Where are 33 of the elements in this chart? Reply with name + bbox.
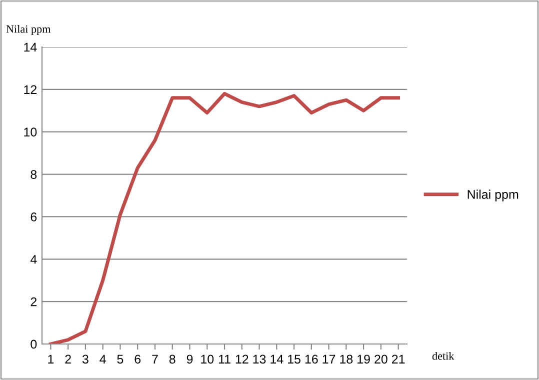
y-tick-label: 12 [24,85,37,94]
y-tick-label: 0 [30,340,37,349]
x-tick-label: 7 [152,354,158,364]
x-tick-label: 1 [48,354,54,364]
y-tick-label: 10 [24,128,37,137]
y-tick-label: 6 [30,212,37,222]
x-tick-label: 14 [270,354,284,364]
y-tick-label: 14 [24,42,37,52]
x-tick-label: 4 [100,354,106,364]
x-tick-label: 11 [218,354,230,364]
x-tick-label: 2 [65,354,71,364]
x-tick-label: 8 [169,354,176,364]
y-tick-label: 4 [30,255,37,264]
y-axis-title: Nilai ppm [6,24,51,36]
x-tick-label: 16 [305,354,318,364]
y-tick-label: 2 [30,297,37,306]
x-tick-label: 19 [358,354,370,364]
x-tick-label: 20 [374,354,388,364]
x-tick-label: 5 [117,354,124,364]
x-tick-label: 12 [236,354,248,364]
x-tick-label: 10 [201,354,214,364]
legend-label: Nilai ppm [468,190,518,202]
y-tick-label: 8 [30,170,37,179]
x-axis-title: detik [432,352,454,360]
x-tick-label: 3 [82,354,88,364]
x-tick-label: 15 [288,354,300,364]
x-tick-label: 6 [134,354,141,364]
x-tick-label: 21 [392,354,405,364]
line-series [48,92,400,344]
x-tick-label: 17 [322,354,336,364]
x-tick-label: 9 [186,354,193,364]
x-tick-label: 13 [253,354,266,364]
x-tick-label: 18 [340,354,353,364]
